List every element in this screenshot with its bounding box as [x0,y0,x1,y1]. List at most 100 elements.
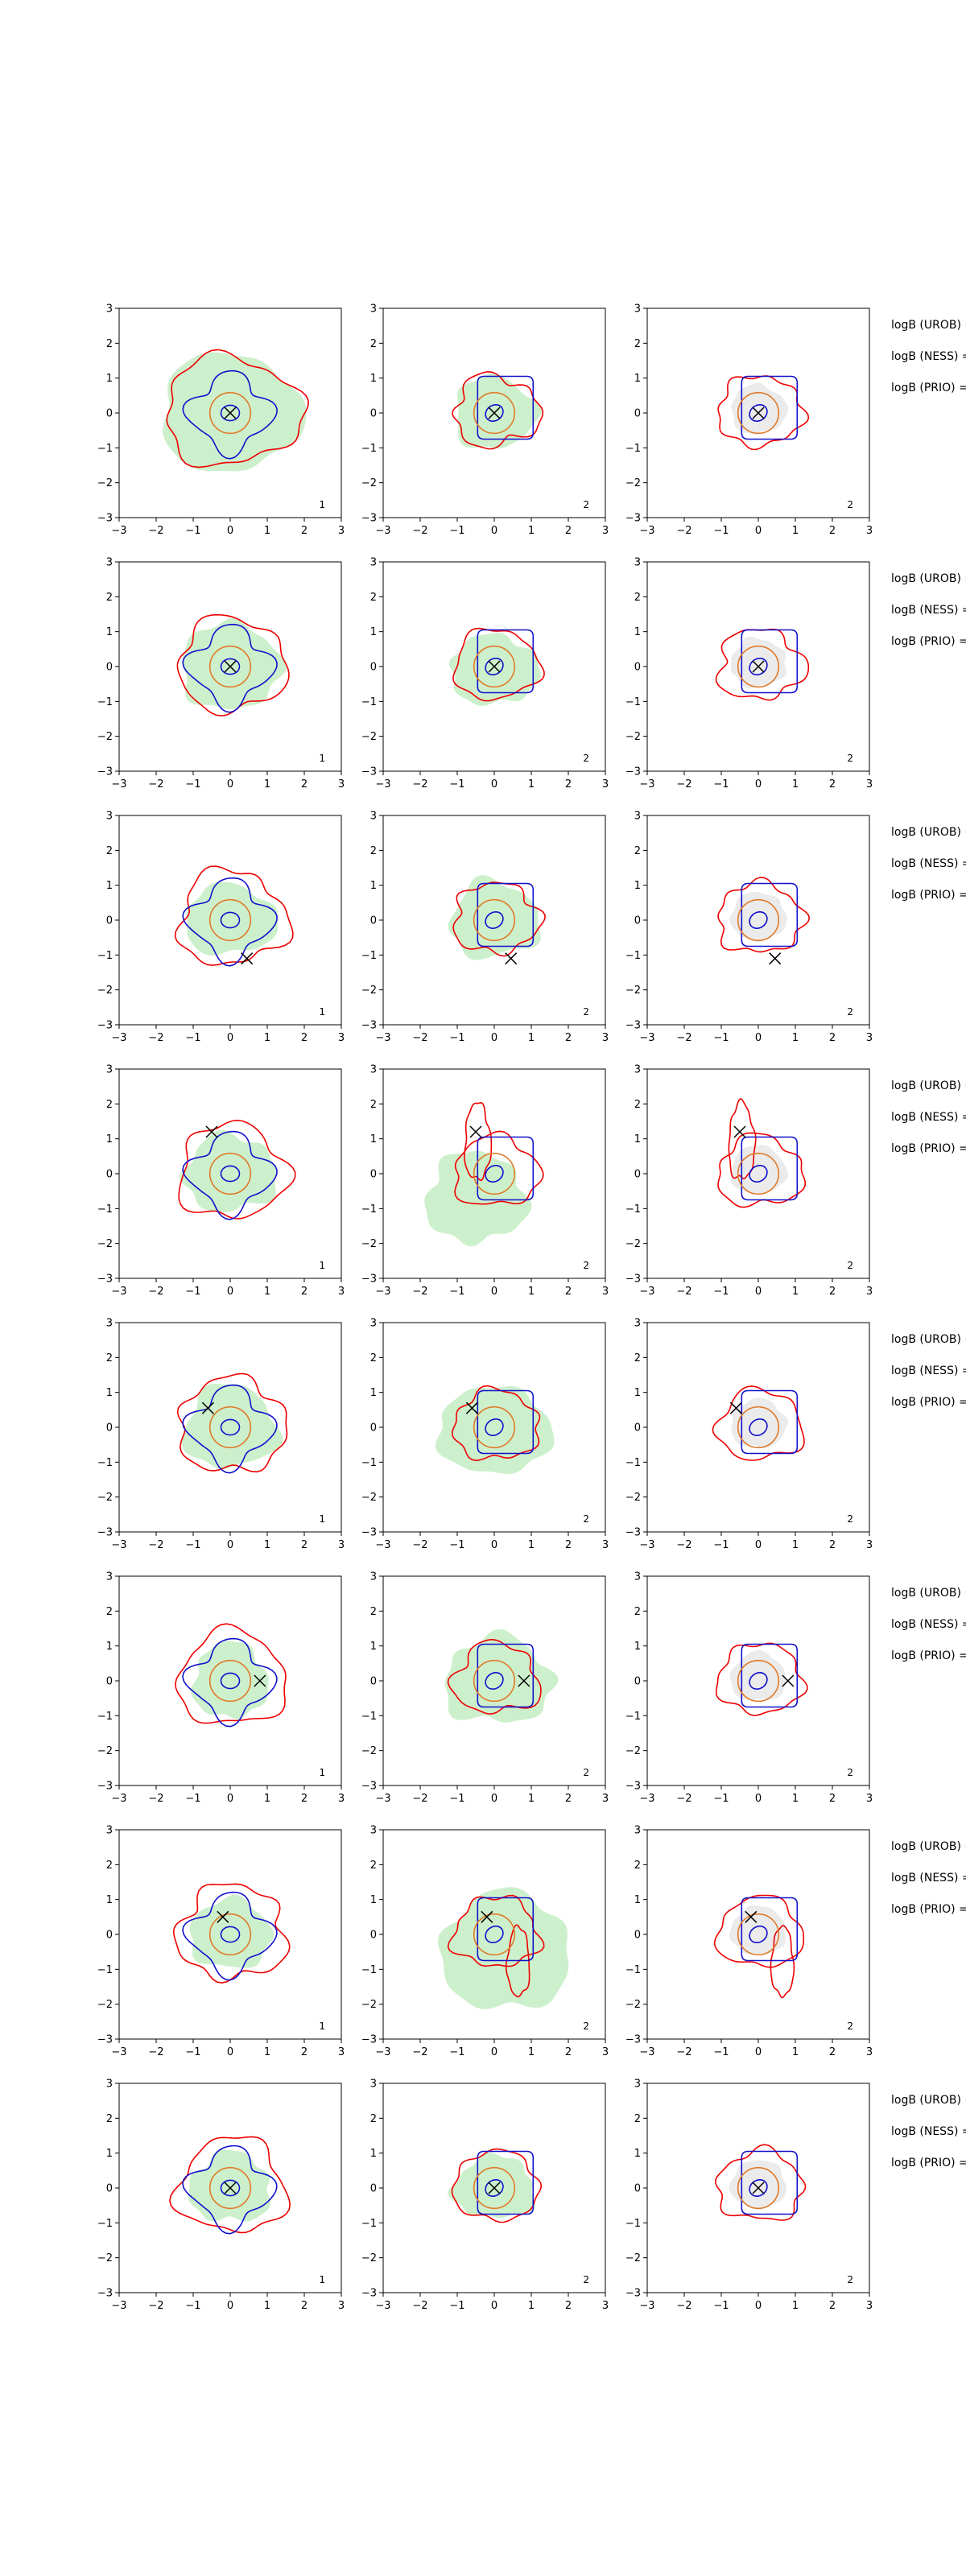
y-tick-label: 0 [634,662,641,674]
density-fill [729,1905,786,1955]
y-tick-label: 0 [634,915,641,927]
side-label-3: logB (PRIO) = [891,635,966,648]
cross-marker [752,660,765,673]
x-tick-label: −3 [375,1539,390,1551]
red-contour-lobe [770,1925,795,1999]
x-tick-label: 0 [755,778,762,791]
panel-corner-label: 2 [583,1513,589,1525]
x-tick-label: −3 [111,525,126,537]
side-label-2: logB (NESS) = [891,350,966,363]
x-tick-label: −1 [713,2300,729,2312]
x-tick-label: 2 [301,2300,308,2312]
y-tick-label: 2 [634,338,641,350]
y-tick-label: −3 [97,1527,113,1539]
y-tick-label: 2 [370,845,377,857]
blue-contour-outer [182,1637,278,1728]
x-tick-label: −1 [449,1793,464,1805]
y-tick-label: −2 [97,477,113,489]
orange-contour [737,898,780,942]
panel-corner-label: 2 [583,2274,589,2285]
panel-corner-label: 2 [847,1513,853,1525]
x-tick-label: 3 [866,1539,873,1551]
x-tick-label: 3 [866,1286,873,1298]
y-tick-label: 0 [370,1422,377,1435]
y-tick-label: −3 [361,1274,377,1286]
x-tick-label: 0 [227,1032,233,1044]
orange-contour [737,1406,780,1449]
orange-contour [473,1659,516,1703]
panel-corner-label: 2 [583,499,589,510]
y-tick-label: −3 [97,1781,113,1793]
x-tick-label: 2 [829,2300,836,2312]
y-tick-label: 2 [370,592,377,604]
cross-marker [733,1125,746,1138]
x-tick-label: 2 [829,778,836,791]
panel-corner-label: 2 [847,1260,853,1271]
density-fill [729,1649,786,1700]
x-tick-label: 1 [264,778,270,791]
orange-contour [208,2166,252,2210]
x-tick-label: 0 [491,1793,497,1805]
cross-marker [465,1402,478,1414]
x-tick-label: −1 [713,1286,729,1298]
side-label-2: logB (NESS) = [891,604,966,617]
x-tick-label: 3 [338,1793,345,1805]
y-tick-label: 2 [106,1860,113,1872]
y-tick-label: −1 [97,1964,113,1976]
y-tick-label: −3 [625,513,641,525]
blue-contour-outer [182,1130,278,1220]
density-fill [182,618,287,710]
y-tick-label: 3 [634,811,641,823]
y-tick-label: 3 [370,557,377,569]
y-tick-label: −1 [97,2218,113,2230]
side-label-3: logB (PRIO) = [891,382,966,394]
y-tick-label: 1 [106,373,113,385]
y-tick-label: 2 [370,1352,377,1364]
orange-contour [473,2166,516,2210]
side-label-3: logB (PRIO) = [891,1903,966,1916]
panel-r3-c3: −3 −2 −1 0 1 2 3 −3 −2 −1 0 1 2 3 2 [625,811,873,1045]
x-tick-label: 0 [227,525,233,537]
y-tick-label: 3 [634,1571,641,1583]
x-tick-label: −1 [185,2046,200,2058]
x-tick-label: 3 [338,1032,345,1044]
x-tick-label: −1 [185,1539,200,1551]
panel-r3-c2: −3 −2 −1 0 1 2 3 −3 −2 −1 0 1 2 3 2 [361,811,609,1045]
panel-corner-label: 1 [319,499,325,510]
x-tick-label: −2 [148,1286,163,1298]
x-tick-label: 3 [602,1539,609,1551]
density-fill [188,2149,271,2222]
x-tick-label: 1 [528,1286,535,1298]
panel-r8-c2: −3 −2 −1 0 1 2 3 −3 −2 −1 0 1 2 3 2 [361,2079,609,2313]
orange-contour [473,898,516,942]
y-tick-label: 2 [370,1860,377,1872]
y-tick-label: 2 [370,338,377,350]
y-tick-label: 3 [106,1825,113,1837]
x-tick-label: 2 [301,2046,308,2058]
y-tick-label: 0 [106,408,113,420]
y-tick-label: 0 [634,1169,641,1181]
x-tick-label: −1 [185,1286,200,1298]
x-tick-label: −2 [412,1793,427,1805]
panel-corner-label: 2 [847,753,853,764]
y-tick-label: 0 [370,662,377,674]
orange-contour [737,2166,780,2210]
x-tick-label: 0 [491,2300,497,2312]
y-tick-label: 2 [370,2113,377,2125]
x-tick-label: −3 [111,778,126,791]
red-contour-outer [166,349,309,469]
x-tick-label: −2 [412,2046,427,2058]
x-tick-label: −1 [449,2046,464,2058]
y-tick-label: 1 [370,2148,377,2160]
x-tick-label: −2 [412,1032,427,1044]
y-tick-label: 2 [634,592,641,604]
side-label-2: logB (NESS) = [891,1872,966,1885]
y-tick-label: −2 [625,1238,641,1250]
red-contour-lobe [728,1098,757,1180]
y-tick-label: −1 [625,1203,641,1216]
x-tick-label: 3 [866,2046,873,2058]
side-label-1: logB (UROB) = [891,2094,966,2107]
density-fill [186,881,279,956]
y-tick-label: 3 [634,1825,641,1837]
